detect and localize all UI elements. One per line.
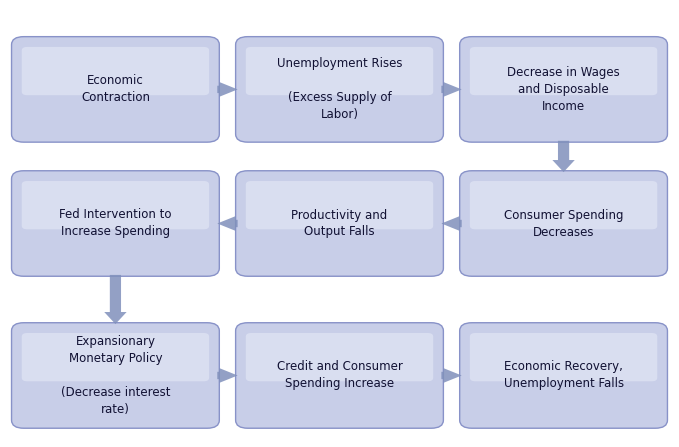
Text: Economic Recovery,
Unemployment Falls: Economic Recovery, Unemployment Falls xyxy=(504,360,623,391)
Polygon shape xyxy=(441,216,462,231)
FancyBboxPatch shape xyxy=(22,181,209,229)
FancyBboxPatch shape xyxy=(236,171,443,276)
Text: Credit and Consumer
Spending Increase: Credit and Consumer Spending Increase xyxy=(276,360,403,391)
FancyBboxPatch shape xyxy=(12,37,219,142)
Text: Unemployment Rises

(Excess Supply of
Labor): Unemployment Rises (Excess Supply of Lab… xyxy=(277,57,402,122)
Text: Productivity and
Output Falls: Productivity and Output Falls xyxy=(291,208,388,239)
Text: Expansionary
Monetary Policy

(Decrease interest
rate): Expansionary Monetary Policy (Decrease i… xyxy=(60,335,170,416)
Polygon shape xyxy=(553,141,574,172)
Polygon shape xyxy=(441,368,462,383)
Polygon shape xyxy=(217,82,238,97)
FancyBboxPatch shape xyxy=(12,171,219,276)
FancyBboxPatch shape xyxy=(246,333,433,381)
FancyBboxPatch shape xyxy=(470,47,657,95)
FancyBboxPatch shape xyxy=(460,171,667,276)
FancyBboxPatch shape xyxy=(460,37,667,142)
Polygon shape xyxy=(217,368,238,383)
FancyBboxPatch shape xyxy=(22,47,209,95)
Text: Economic
Contraction: Economic Contraction xyxy=(81,74,150,105)
FancyBboxPatch shape xyxy=(236,37,443,142)
FancyBboxPatch shape xyxy=(460,323,667,428)
FancyBboxPatch shape xyxy=(12,323,219,428)
FancyBboxPatch shape xyxy=(236,323,443,428)
Polygon shape xyxy=(441,82,462,97)
Polygon shape xyxy=(105,275,126,324)
Text: Consumer Spending
Decreases: Consumer Spending Decreases xyxy=(504,208,623,239)
FancyBboxPatch shape xyxy=(470,181,657,229)
FancyBboxPatch shape xyxy=(246,181,433,229)
Polygon shape xyxy=(217,216,238,231)
Text: Decrease in Wages
and Disposable
Income: Decrease in Wages and Disposable Income xyxy=(507,66,620,113)
FancyBboxPatch shape xyxy=(470,333,657,381)
FancyBboxPatch shape xyxy=(22,333,209,381)
Text: Fed Intervention to
Increase Spending: Fed Intervention to Increase Spending xyxy=(59,208,172,239)
FancyBboxPatch shape xyxy=(246,47,433,95)
